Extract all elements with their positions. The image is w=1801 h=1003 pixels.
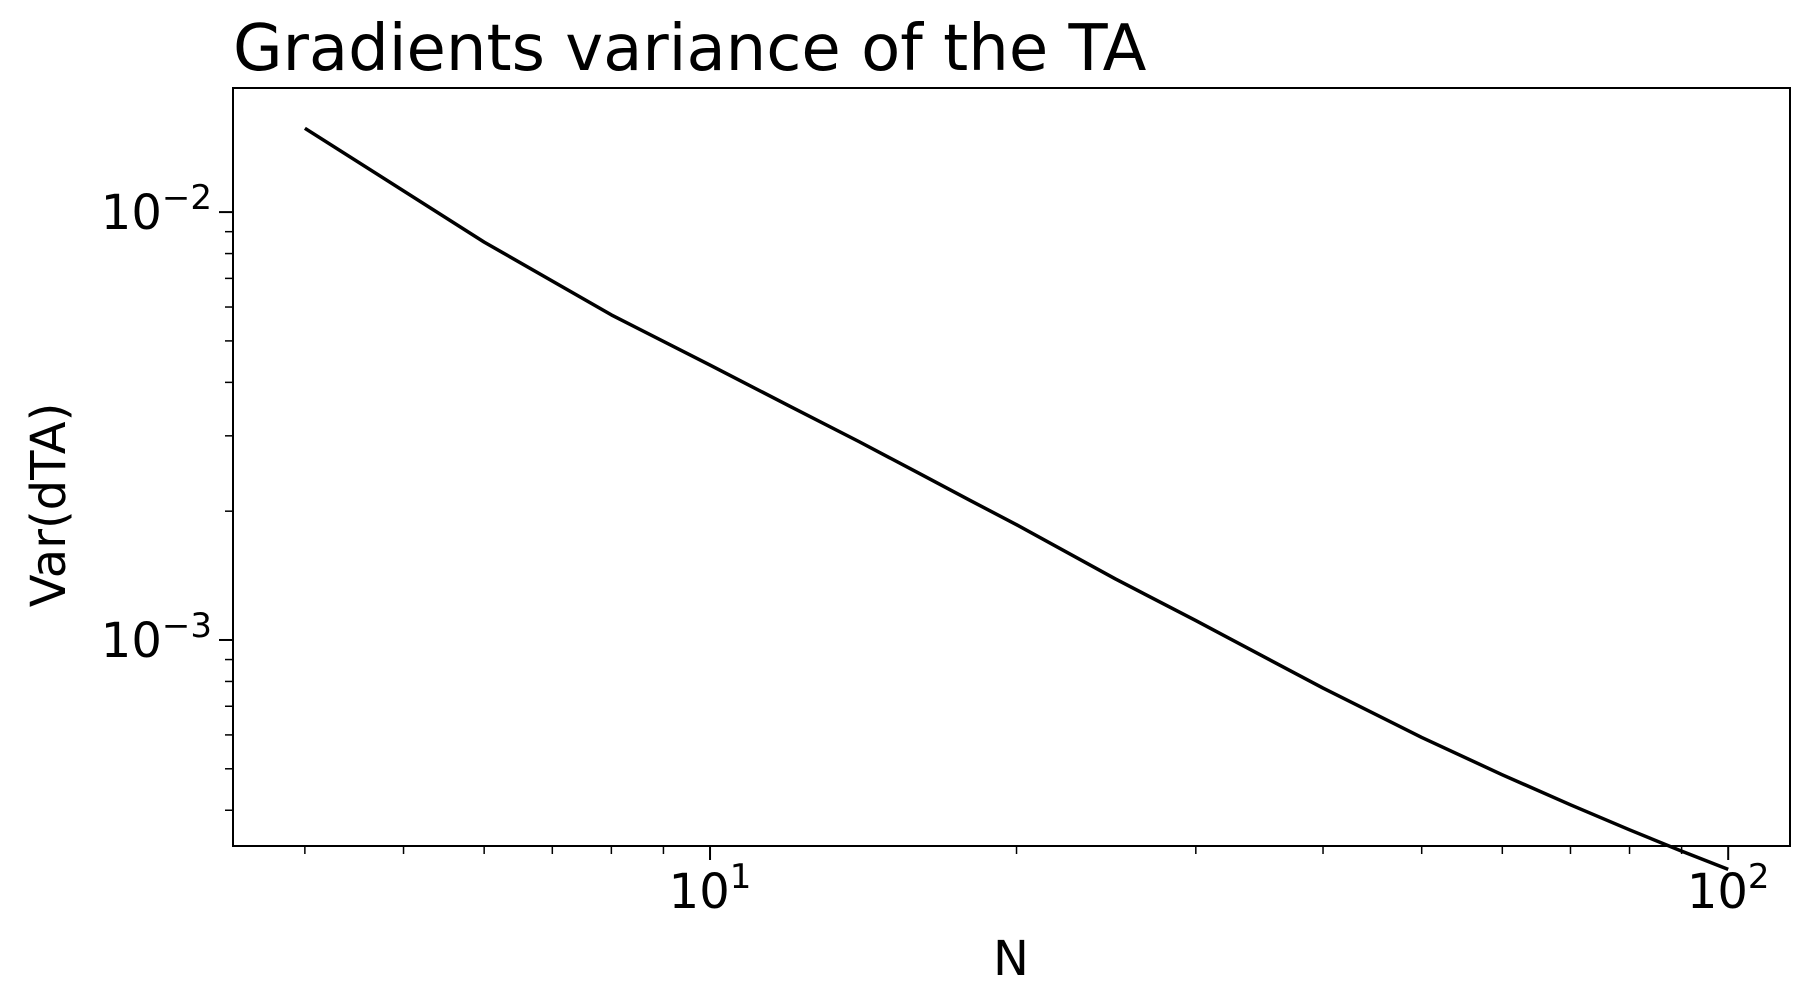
series-line [303, 126, 1729, 872]
x-tick-label-exponent: 1 [730, 857, 752, 897]
y-tick-label: 10−2 [101, 178, 212, 241]
y-tick-label-exponent: −3 [162, 606, 212, 646]
chart-title: Gradients variance of the TA [233, 12, 1147, 86]
x-tick-label-exponent: 2 [1748, 857, 1770, 897]
x-tick-label: 102 [1687, 857, 1770, 920]
x-tick-label-base: 10 [1687, 864, 1748, 920]
x-tick-label: 101 [669, 857, 752, 920]
x-axis-label: N [993, 931, 1029, 987]
y-axis-label: Var(dTA) [21, 403, 77, 608]
x-tick-label-base: 10 [669, 864, 730, 920]
y-tick-label-base: 10 [101, 613, 162, 669]
plot-frame [232, 87, 1791, 847]
y-tick-label-exponent: −2 [162, 178, 212, 218]
y-tick-label-base: 10 [101, 185, 162, 241]
y-tick-label: 10−3 [101, 606, 212, 669]
